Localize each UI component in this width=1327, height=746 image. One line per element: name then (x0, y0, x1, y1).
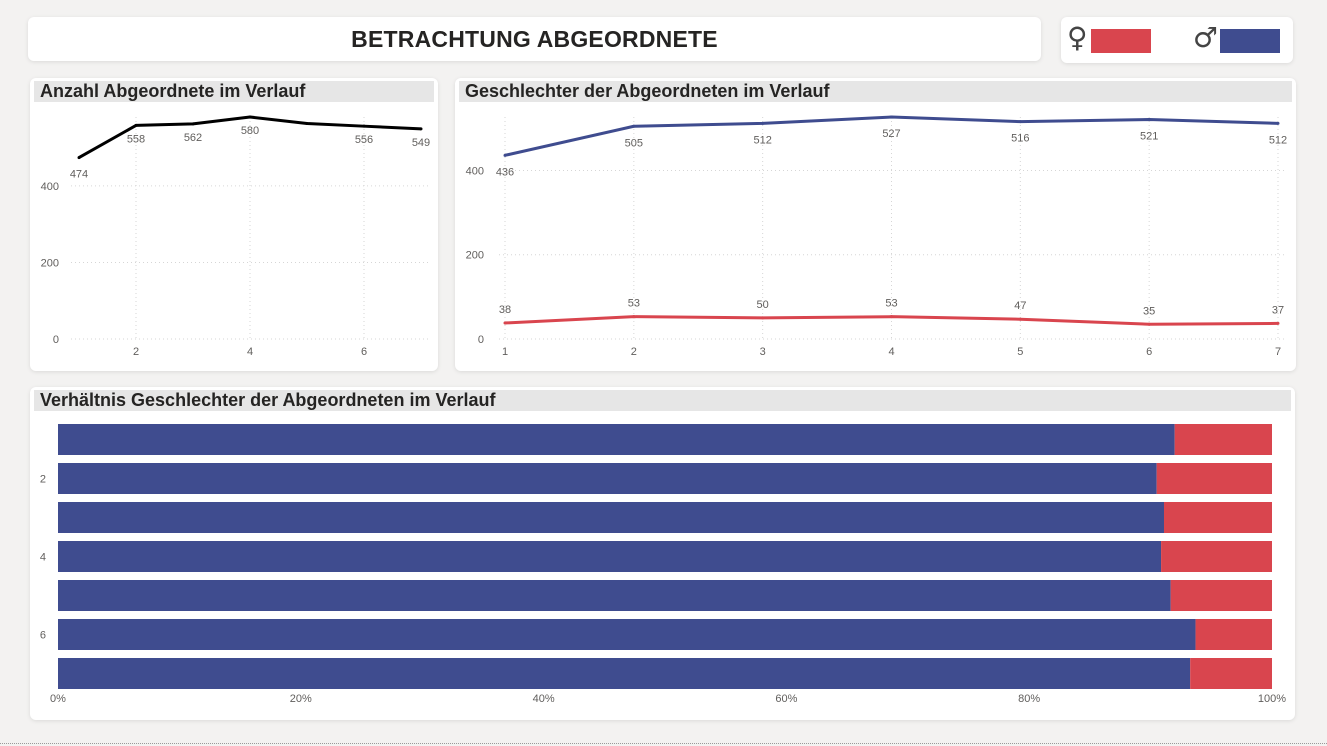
data-label: 474 (70, 169, 88, 181)
chart-title: Geschlechter der Abgeordneten im Verlauf (459, 81, 1292, 102)
title-card: BETRACHTUNG ABGEORDNETE (28, 17, 1041, 61)
bar-segment-male (58, 541, 1162, 572)
data-label: 558 (127, 133, 145, 145)
bar-segment-male (58, 463, 1157, 494)
data-point (632, 315, 636, 319)
data-label: 512 (753, 134, 771, 146)
x-tick-label: 100% (1258, 693, 1286, 705)
data-point (77, 156, 81, 160)
data-label: 38 (499, 304, 511, 316)
chart-title: Anzahl Abgeordnete im Verlauf (34, 81, 434, 102)
page-bottom-divider (0, 743, 1327, 744)
x-tick-label: 1 (502, 346, 508, 358)
data-label: 562 (184, 132, 202, 144)
data-label: 527 (882, 128, 900, 140)
data-label: 436 (496, 166, 514, 178)
y-tick-label: 0 (478, 334, 484, 346)
bar-segment-female (1170, 580, 1272, 611)
y-tick-label: 200 (41, 257, 59, 269)
x-tick-label: 40% (533, 693, 555, 705)
x-tick-label: 60% (775, 693, 797, 705)
bar-segment-female (1174, 424, 1272, 455)
data-label: 505 (625, 137, 643, 149)
x-tick-label: 4 (247, 346, 253, 358)
bar-segment-male (58, 580, 1171, 611)
data-point (134, 123, 138, 127)
chart-title: Verhältnis Geschlechter der Abgeordneten… (34, 390, 1291, 411)
total-count-chart[interactable]: Anzahl Abgeordnete im Verlauf 0 200 400 2 4 6… (30, 78, 438, 371)
data-point (362, 124, 366, 128)
bar-segment-female (1190, 658, 1272, 689)
x-tick-label: 3 (760, 346, 766, 358)
data-label: 512 (1269, 134, 1287, 146)
x-tick-label: 7 (1275, 346, 1281, 358)
bar-segment-female (1161, 541, 1272, 572)
x-tick-label: 20% (290, 693, 312, 705)
data-point (503, 321, 507, 325)
y-tick-label: 2 (40, 474, 46, 486)
y-tick-label: 200 (466, 250, 484, 262)
data-point (1018, 120, 1022, 124)
data-point (419, 127, 423, 131)
data-point (761, 121, 765, 125)
page-title: BETRACHTUNG ABGEORDNETE (351, 26, 718, 52)
data-point (1276, 321, 1280, 325)
line-chart-gender: 0 200 400 1 2 3 4 5 6 7 436 505 512 527 516 521 512 38 53 5… (466, 115, 1287, 358)
data-label: 549 (412, 137, 430, 149)
data-label: 516 (1011, 133, 1029, 145)
data-point (761, 316, 765, 320)
data-label: 580 (241, 125, 259, 137)
data-point (1276, 121, 1280, 125)
male-color-swatch[interactable] (1220, 29, 1280, 53)
female-symbol-icon: ♀ (1067, 21, 1088, 54)
gender-ratio-chart[interactable]: Verhältnis Geschlechter der Abgeordneten… (30, 387, 1295, 720)
bar-segment-female (1195, 619, 1272, 650)
data-label: 53 (885, 298, 897, 310)
data-point (632, 124, 636, 128)
data-label: 35 (1143, 305, 1155, 317)
data-point (248, 115, 252, 119)
bar-segment-male (58, 502, 1164, 533)
stacked-bar-chart-ratio: 0% 20% 40% 60% 80% 100% 2 4 6 (40, 424, 1286, 705)
data-point (191, 122, 195, 126)
data-point (305, 122, 309, 126)
line-chart-total: 0 200 400 2 4 6 474 558 562 580 556 549 (41, 115, 431, 358)
y-tick-label: 6 (40, 630, 46, 642)
legend-card: ♀ ♂ (1061, 17, 1293, 63)
data-label: 47 (1014, 300, 1026, 312)
bar-segment-female (1156, 463, 1272, 494)
male-symbol-icon: ♂ (1193, 21, 1219, 54)
bar-segment-male (58, 424, 1175, 455)
data-point (890, 315, 893, 319)
data-point (1147, 322, 1151, 326)
x-tick-label: 4 (888, 346, 894, 358)
x-tick-label: 2 (631, 346, 637, 358)
data-point (503, 153, 507, 157)
data-label: 556 (355, 134, 373, 146)
gender-line-chart[interactable]: Geschlechter der Abgeordneten im Verlauf… (455, 78, 1296, 371)
y-tick-label: 400 (41, 181, 59, 193)
data-point (1147, 118, 1151, 122)
data-label: 37 (1272, 304, 1284, 316)
x-tick-label: 0% (50, 693, 66, 705)
bar-segment-male (58, 619, 1196, 650)
x-tick-label: 5 (1017, 346, 1023, 358)
data-label: 53 (628, 298, 640, 310)
x-tick-label: 6 (361, 346, 367, 358)
y-tick-label: 0 (53, 334, 59, 346)
data-label: 50 (757, 299, 769, 311)
bar-segment-male (58, 658, 1191, 689)
x-tick-label: 2 (133, 346, 139, 358)
data-point (1018, 317, 1022, 321)
y-tick-label: 400 (466, 165, 484, 177)
data-point (890, 115, 893, 119)
data-label: 521 (1140, 131, 1158, 143)
bar-segment-female (1163, 502, 1272, 533)
x-tick-label: 80% (1018, 693, 1040, 705)
x-tick-label: 6 (1146, 346, 1152, 358)
female-color-swatch[interactable] (1091, 29, 1151, 53)
y-tick-label: 4 (40, 552, 46, 564)
